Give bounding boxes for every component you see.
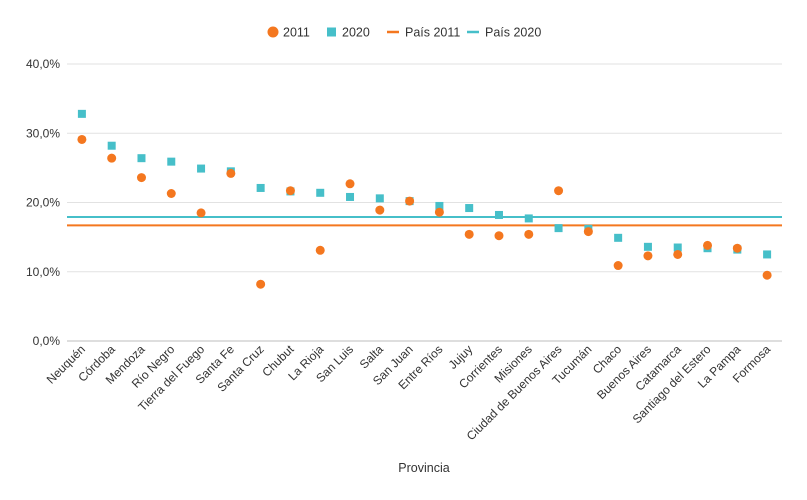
y-tick-label: 40,0%: [26, 57, 60, 71]
point-2020: [137, 154, 146, 163]
point-2011: [613, 261, 623, 271]
point-2011: [256, 279, 266, 289]
point-2020: [435, 201, 444, 210]
point-2020: [554, 224, 563, 233]
point-2011: [196, 208, 206, 218]
y-tick-label: 10,0%: [26, 265, 60, 279]
point-2011: [703, 240, 713, 250]
point-2020: [346, 192, 355, 201]
legend-marker: [267, 26, 279, 38]
point-2020: [465, 204, 474, 213]
legend-label: País 2011: [405, 26, 460, 40]
point-2011: [77, 134, 87, 144]
point-2020: [167, 157, 176, 166]
point-2011: [166, 188, 176, 198]
legend-label: 2011: [283, 26, 310, 40]
point-2020: [494, 210, 503, 219]
point-2020: [316, 188, 325, 197]
legend: 2011 2020 País 2011 País 2020: [267, 26, 541, 40]
legend-label: 2020: [342, 26, 370, 40]
point-2020: [614, 233, 623, 242]
x-axis-title: Provincia: [398, 461, 449, 475]
point-2011: [405, 196, 415, 206]
point-2020: [375, 194, 384, 203]
legend-label: País 2020: [485, 26, 541, 40]
point-2011: [524, 229, 534, 239]
point-2011: [762, 270, 772, 280]
point-2011: [732, 243, 742, 253]
point-2011: [554, 186, 564, 196]
legend-item: 2020: [327, 26, 370, 40]
reference-lines: [67, 216, 782, 227]
point-2011: [434, 207, 444, 217]
point-2011: [285, 186, 295, 196]
data-points: [77, 109, 772, 289]
grid: [67, 63, 782, 342]
y-tick-label: 0,0%: [33, 334, 61, 348]
point-2011: [345, 179, 355, 189]
point-2011: [315, 245, 325, 255]
point-2020: [107, 141, 116, 150]
point-2011: [375, 205, 385, 215]
legend-item: 2011: [267, 26, 310, 40]
point-2020: [673, 243, 682, 252]
point-2020: [256, 183, 265, 192]
y-axis: 0,0% 10,0% 20,0% 30,0% 40,0%: [26, 57, 60, 348]
point-2011: [226, 168, 236, 178]
legend-item: País 2011: [387, 26, 460, 40]
point-2020: [763, 250, 772, 259]
point-2020: [643, 242, 652, 251]
point-2020: [197, 164, 206, 173]
point-2011: [673, 249, 683, 259]
point-2011: [107, 153, 117, 163]
y-tick-label: 30,0%: [26, 126, 60, 140]
legend-marker: [327, 27, 336, 37]
y-tick-label: 20,0%: [26, 196, 60, 210]
point-2011: [136, 173, 146, 183]
point-2011: [643, 251, 653, 261]
legend-item: País 2020: [467, 26, 541, 40]
point-2011: [494, 231, 504, 241]
point-2020: [77, 109, 86, 118]
point-2020: [524, 214, 533, 223]
point-2011: [583, 227, 593, 237]
point-2011: [464, 229, 474, 239]
